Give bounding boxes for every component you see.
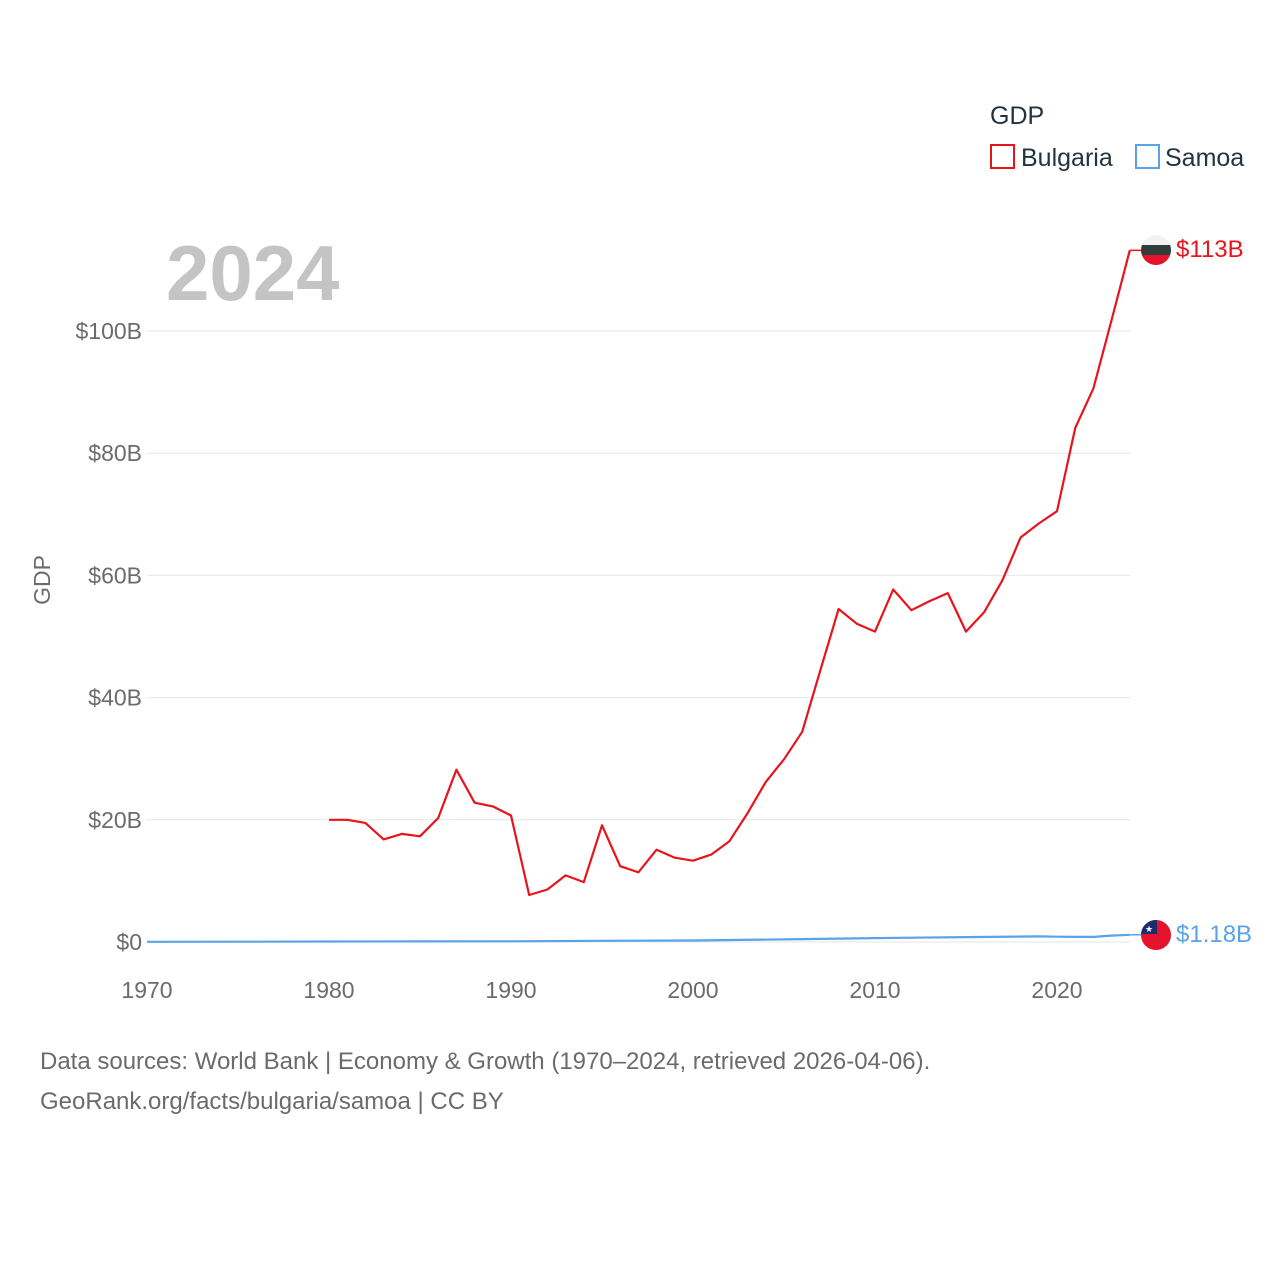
legend-title: GDP	[990, 102, 1044, 130]
y-tick-label: $0	[116, 929, 142, 955]
series-line-bulgaria	[329, 250, 1131, 897]
samoa-flag-icon: ★	[1141, 920, 1171, 950]
x-tick-label: 1990	[485, 977, 536, 1003]
y-tick-label: $20B	[88, 807, 142, 833]
end-label-bulgaria: $113B	[1176, 236, 1244, 263]
x-tick-label: 1980	[303, 977, 354, 1003]
x-tick-label: 2000	[667, 977, 718, 1003]
x-tick-label: 1970	[121, 977, 172, 1003]
x-tick-labels: 1970 1980 1990 2000 2010 2020	[121, 977, 1082, 1003]
source-line-link[interactable]: GeoRank.org/facts/bulgaria/samoa | CC BY	[40, 1088, 504, 1115]
gdp-line-chart: $0 $20B $40B $60B $80B $100B 1970 1980 1990 2000…	[29, 102, 1252, 1003]
series-line-samoa	[146, 933, 1130, 943]
legend-label-bulgaria: Bulgaria	[1021, 144, 1113, 172]
y-tick-label: $40B	[88, 685, 142, 711]
y-axis-title: GDP	[29, 555, 55, 605]
end-label-samoa: $1.18B	[1176, 921, 1252, 948]
y-gridlines	[147, 330, 1130, 943]
y-tick-label: $60B	[88, 562, 142, 588]
y-tick-label: $80B	[88, 440, 142, 466]
svg-text:★: ★	[1145, 924, 1153, 934]
y-tick-label: $100B	[75, 318, 142, 344]
year-label: 2024	[166, 229, 340, 317]
x-tick-label: 2020	[1031, 977, 1082, 1003]
legend-label-samoa: Samoa	[1165, 144, 1244, 172]
legend-item-bulgaria[interactable]: Bulgaria	[990, 144, 1113, 172]
bulgaria-flag-icon	[1141, 235, 1171, 265]
y-tick-labels: $0 $20B $40B $60B $80B $100B	[75, 318, 142, 955]
source-note: Data sources: World Bank | Economy & Gro…	[40, 1042, 930, 1122]
legend-swatch-bulgaria	[990, 144, 1015, 169]
x-tick-label: 2010	[849, 977, 900, 1003]
legend-swatch-samoa	[1135, 144, 1160, 169]
legend-item-samoa[interactable]: Samoa	[1135, 144, 1244, 172]
source-line-data: Data sources: World Bank | Economy & Gro…	[40, 1048, 931, 1075]
